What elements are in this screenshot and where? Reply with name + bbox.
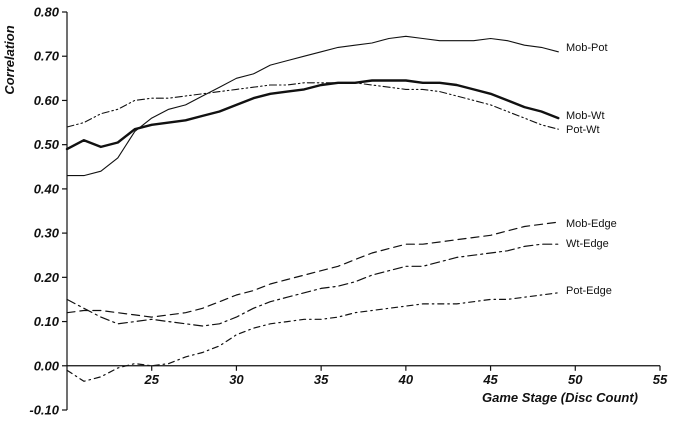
ticks: -0.10 0.00 0.10 0.20 0.30 0.40 0.50 0.60 0.70 0.8… xyxy=(29,5,668,418)
series-label-wt-edge: Wt-Edge xyxy=(566,238,609,250)
series-line-mob-wt xyxy=(65,79,560,151)
x-tick-label: 25 xyxy=(143,372,159,387)
series-labels: Mob-Pot Mob-Wt Pot-Wt Mob-Edge Wt-Edge Pot-Ed… xyxy=(566,42,617,297)
series-line-wt-edge xyxy=(66,243,559,327)
x-tick-label: 50 xyxy=(568,372,583,387)
x-tick-label: 35 xyxy=(314,372,329,387)
y-tick-label: 0.50 xyxy=(34,137,60,152)
series-line-pot-wt xyxy=(66,82,559,130)
series-label-mob-wt: Mob-Wt xyxy=(566,110,605,122)
y-tick-label: 0.80 xyxy=(34,5,60,20)
series-label-mob-pot: Mob-Pot xyxy=(566,42,608,54)
y-tick-label: 0.10 xyxy=(34,314,60,329)
series-line-mob-pot xyxy=(66,35,559,177)
y-tick-label: 0.60 xyxy=(34,93,60,108)
series-line-pot-edge xyxy=(66,292,559,382)
y-tick-label: 0.70 xyxy=(34,49,60,64)
x-axis-title: Game Stage (Disc Count) xyxy=(482,390,638,405)
y-axis-title: Correlation xyxy=(2,25,17,94)
y-tick-label: -0.10 xyxy=(29,403,59,418)
axes xyxy=(66,12,660,410)
y-tick-label: 0.40 xyxy=(34,181,60,196)
x-tick-label: 40 xyxy=(398,372,414,387)
y-tick-label: 0.00 xyxy=(34,358,60,373)
series-label-pot-wt: Pot-Wt xyxy=(566,124,600,136)
series-label-pot-edge: Pot-Edge xyxy=(566,285,612,297)
x-tick-label: 55 xyxy=(653,372,668,387)
y-tick-label: 0.20 xyxy=(34,270,60,285)
series-group xyxy=(65,35,560,382)
y-tick-label: 0.30 xyxy=(34,226,60,241)
x-tick-label: 30 xyxy=(229,372,244,387)
series-label-mob-edge: Mob-Edge xyxy=(566,218,617,230)
series-line-mob-edge xyxy=(66,221,559,318)
x-tick-label: 45 xyxy=(482,372,498,387)
